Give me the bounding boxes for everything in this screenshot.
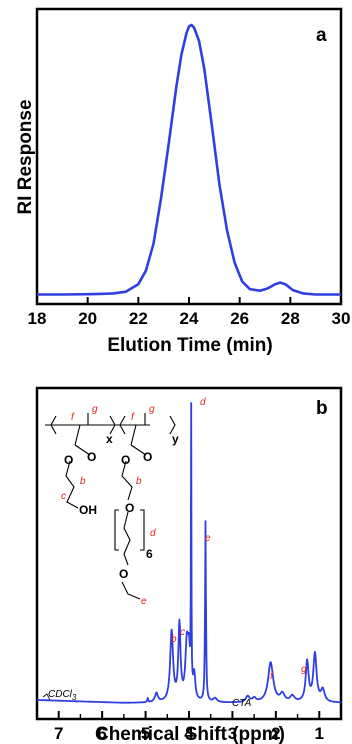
- gpc-x-tick-label: 20: [78, 309, 97, 328]
- gpc-panel-letter: a: [316, 25, 327, 46]
- gpc-x-tick-label: 24: [180, 309, 199, 328]
- peak-label-f: f: [270, 671, 274, 682]
- nmr-panel-letter: b: [316, 398, 328, 419]
- gpc-x-tick-label: 26: [230, 309, 249, 328]
- nmr-x-ticks: 7 6 5 4 3 2 1: [36, 711, 342, 743]
- svg-text:b: b: [136, 476, 142, 487]
- nmr-x-tick-label: 3: [228, 724, 237, 743]
- polymer-structure: [45, 413, 176, 600]
- peak-label-d: d: [200, 397, 206, 408]
- nmr-x-tick-label: 1: [315, 724, 324, 743]
- svg-text:6: 6: [146, 547, 153, 561]
- peak-label-e: e: [205, 533, 211, 544]
- svg-text:O: O: [125, 501, 134, 515]
- svg-text:c: c: [61, 491, 66, 502]
- svg-text:b: b: [80, 476, 86, 487]
- svg-text:g: g: [92, 404, 98, 415]
- gpc-x-tick-label: 30: [332, 309, 351, 328]
- nmr-x-tick-label: 4: [184, 724, 194, 743]
- svg-text:OH: OH: [79, 503, 97, 517]
- gpc-trace: [37, 23, 341, 296]
- svg-text:f: f: [71, 412, 75, 423]
- svg-text:g: g: [149, 404, 155, 415]
- gpc-x-ticks: 18 20 22 24 26 28 30: [28, 297, 351, 328]
- nmr-x-tick-label: 5: [141, 724, 150, 743]
- svg-text:O: O: [119, 567, 128, 581]
- nmr-spectrum-trace: [36, 402, 342, 704]
- peak-label-c: c: [180, 627, 185, 638]
- gpc-x-tick-label: 28: [281, 309, 300, 328]
- nmr-chart: 7 6 5 4 3 2 1 b Chemical Shift (ppm) d e b c f…: [35, 386, 343, 744]
- gpc-plot-frame: [35, 7, 343, 306]
- svg-text:O: O: [87, 450, 96, 464]
- svg-text:O: O: [64, 453, 73, 467]
- svg-text:f: f: [131, 412, 135, 423]
- gpc-chart: 18 20 22 24 26 28 30 a RI Response Elution Tim…: [15, 7, 351, 356]
- svg-text:O: O: [121, 453, 130, 467]
- svg-text:x: x: [106, 432, 113, 446]
- gpc-x-axis-title: Elution Time (min): [107, 335, 272, 356]
- peak-label-g: g: [301, 664, 307, 675]
- nmr-x-axis-title: Chemical Shift (ppm): [95, 724, 285, 744]
- svg-text:e: e: [141, 596, 147, 607]
- svg-text:y: y: [172, 432, 179, 446]
- svg-text:d: d: [150, 528, 156, 539]
- gpc-y-axis-title: RI Response: [15, 99, 36, 214]
- polymer-structure-text: x y O O O O OH O 6 O f g f g b c b d e: [61, 404, 179, 607]
- gpc-x-tick-label: 18: [28, 309, 47, 328]
- cdcl3-label: CDCl3: [48, 689, 77, 702]
- nmr-x-tick-label: 6: [97, 724, 106, 743]
- svg-text:O: O: [143, 450, 152, 464]
- gpc-x-tick-label: 22: [129, 309, 148, 328]
- cdcl3-mark: [42, 693, 51, 701]
- nmr-x-tick-label: 7: [54, 724, 63, 743]
- cta-label: CTA: [232, 698, 252, 709]
- peak-label-b: b: [171, 634, 177, 645]
- nmr-plot-frame: [35, 386, 343, 721]
- nmr-x-tick-label: 2: [271, 724, 280, 743]
